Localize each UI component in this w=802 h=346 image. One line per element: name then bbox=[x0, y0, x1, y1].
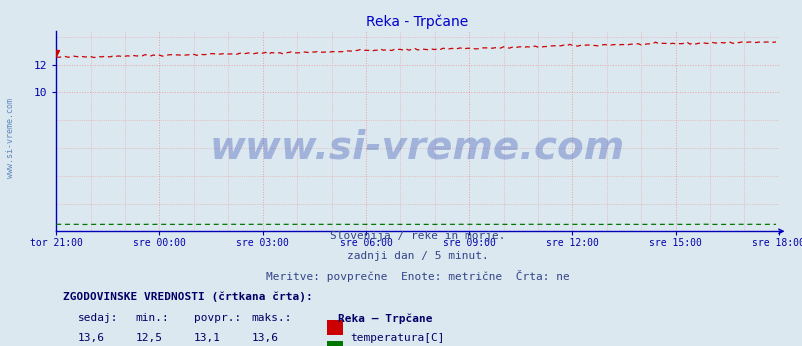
Text: povpr.:: povpr.: bbox=[193, 313, 241, 323]
Text: www.si-vreme.com: www.si-vreme.com bbox=[209, 128, 625, 166]
Text: maks.:: maks.: bbox=[251, 313, 291, 323]
Text: ZGODOVINSKE VREDNOSTI (črtkana črta):: ZGODOVINSKE VREDNOSTI (črtkana črta): bbox=[63, 292, 313, 302]
Text: temperatura[C]: temperatura[C] bbox=[350, 333, 444, 343]
Bar bbox=[327, 341, 342, 346]
Text: www.si-vreme.com: www.si-vreme.com bbox=[6, 98, 15, 179]
Text: 13,1: 13,1 bbox=[193, 333, 221, 343]
Text: 13,6: 13,6 bbox=[78, 333, 105, 343]
Text: Reka – Trpčane: Reka – Trpčane bbox=[338, 313, 432, 324]
Text: sedaj:: sedaj: bbox=[78, 313, 118, 323]
Text: 12,5: 12,5 bbox=[136, 333, 163, 343]
Text: min.:: min.: bbox=[136, 313, 169, 323]
Bar bbox=[327, 320, 342, 335]
Text: Slovenija / reke in morje.: Slovenija / reke in morje. bbox=[330, 231, 504, 241]
Text: 13,6: 13,6 bbox=[251, 333, 278, 343]
Text: zadnji dan / 5 minut.: zadnji dan / 5 minut. bbox=[346, 251, 488, 261]
Text: Meritve: povprečne  Enote: metrične  Črta: ne: Meritve: povprečne Enote: metrične Črta:… bbox=[265, 270, 569, 282]
Title: Reka - Trpčane: Reka - Trpčane bbox=[366, 14, 468, 29]
